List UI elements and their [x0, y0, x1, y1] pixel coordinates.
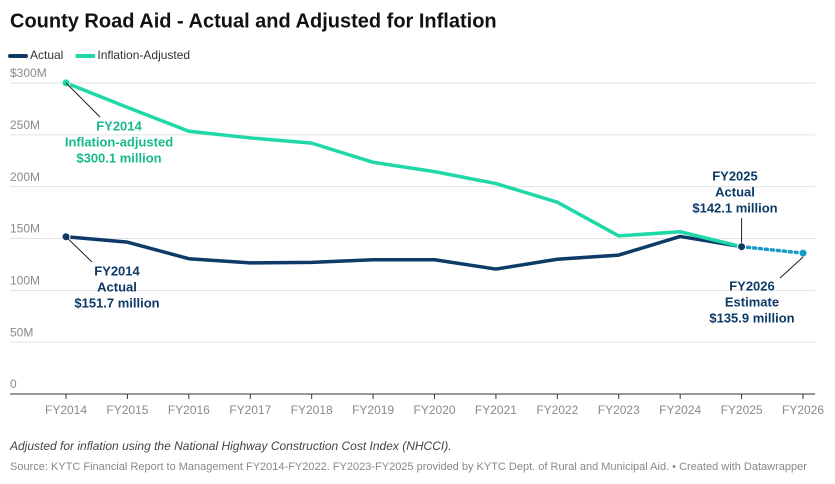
estimate-line: [739, 244, 805, 255]
note: Adjusted for inflation using the Nationa…: [9, 439, 452, 453]
x-tick-label: FY2025: [721, 403, 763, 417]
estimate-point: [798, 248, 808, 258]
annotation: FY2014: [94, 263, 140, 278]
x-tick-label: FY2024: [659, 403, 701, 417]
legend-label: Inflation-Adjusted: [97, 48, 190, 62]
annotation: FY2014: [96, 118, 142, 133]
y-tick-label: 150M: [10, 222, 40, 236]
x-tick-label: FY2021: [475, 403, 517, 417]
x-tick-label: FY2017: [229, 403, 271, 417]
x-tick-label: FY2026: [782, 403, 824, 417]
y-tick-label: $300M: [10, 66, 47, 80]
x-tick-label: FY2018: [291, 403, 333, 417]
annotation-leader: [65, 82, 101, 118]
x-tick-label: FY2019: [352, 403, 394, 417]
annotation: FY2025: [712, 168, 758, 183]
legend-label: Actual: [30, 48, 63, 62]
annotation: $151.7 million: [74, 295, 159, 310]
annotation: FY2026: [729, 278, 775, 293]
annotation: $300.1 million: [76, 150, 161, 165]
annotation: Estimate: [725, 294, 779, 309]
series-line: [65, 234, 742, 271]
annotation: Actual: [715, 184, 755, 199]
point: [737, 242, 747, 252]
x-tick-label: FY2022: [536, 403, 578, 417]
annotation: Actual: [97, 279, 137, 294]
annotation: Inflation-adjusted: [65, 134, 173, 149]
y-tick-label: 100M: [10, 274, 40, 288]
annotation: $142.1 million: [692, 200, 777, 215]
series-line: [65, 81, 742, 249]
x-tick-label: FY2014: [45, 403, 87, 417]
y-tick-label: 0: [10, 377, 17, 391]
source: Source: KYTC Financial Report to Managem…: [10, 461, 807, 473]
y-tick-label: 50M: [10, 325, 33, 339]
annotation-leader: [65, 236, 93, 263]
x-tick-label: FY2015: [106, 403, 148, 417]
annotation: $135.9 million: [709, 310, 794, 325]
y-tick-label: 250M: [10, 118, 40, 132]
x-tick-label: FY2023: [598, 403, 640, 417]
y-tick-label: 200M: [10, 170, 40, 184]
annotation-leader: [779, 256, 804, 279]
x-tick-label: FY2020: [413, 403, 455, 417]
x-tick-label: FY2016: [168, 403, 210, 417]
chart-title: County Road Aid - Actual and Adjusted fo…: [10, 10, 497, 32]
